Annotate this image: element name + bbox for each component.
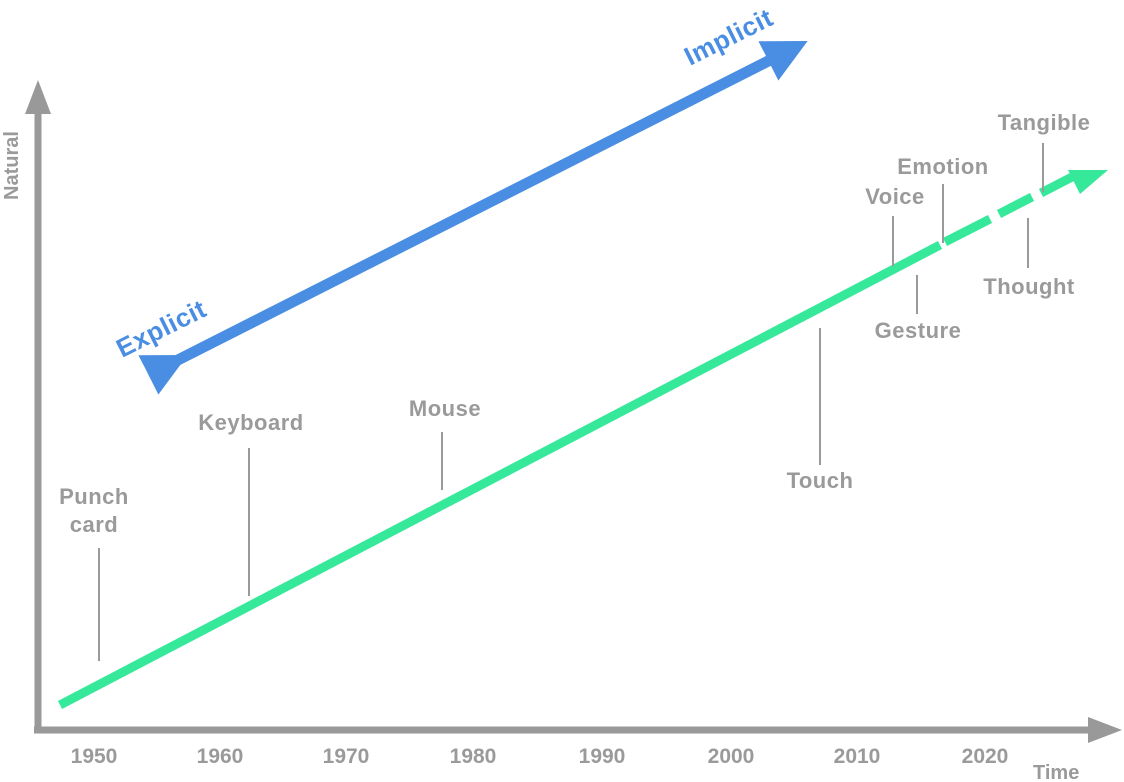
tangible-label: Tangible: [998, 110, 1091, 135]
punch-card-label-line1: Punch: [59, 484, 129, 509]
x-tick-label: 2020: [962, 745, 1009, 768]
keyboard-label: Keyboard: [198, 410, 303, 435]
x-tick-label: 2010: [834, 745, 881, 768]
touch-label: Touch: [787, 468, 854, 493]
x-tick-label: 1970: [323, 745, 370, 768]
x-tick-label: 2000: [708, 745, 755, 768]
future-trend-dash: [1038, 171, 1077, 198]
punch-card-label-line2: card: [70, 512, 118, 537]
emotion-label: Emotion: [897, 154, 989, 179]
future-trend-dash: [942, 214, 993, 247]
y-axis-title: Natural: [1, 131, 23, 200]
x-tick-label: 1950: [71, 745, 118, 768]
x-axis-arrowhead: [1088, 717, 1122, 743]
mouse-label: Mouse: [409, 396, 481, 421]
gesture-label: Gesture: [875, 318, 962, 343]
interaction-trend-line: [57, 241, 943, 709]
x-tick-label: 1990: [579, 745, 626, 768]
future-trend-arrowhead: [1068, 170, 1108, 194]
future-trend-dash: [996, 192, 1035, 219]
x-tick-label: 1980: [450, 745, 497, 768]
x-axis-title: Time: [1033, 762, 1079, 782]
thought-label: Thought: [983, 274, 1075, 299]
x-tick-label: 1960: [197, 745, 244, 768]
voice-label: Voice: [865, 184, 925, 209]
explicit-implicit-arrow: [138, 41, 808, 395]
y-axis-arrowhead: [25, 80, 51, 114]
